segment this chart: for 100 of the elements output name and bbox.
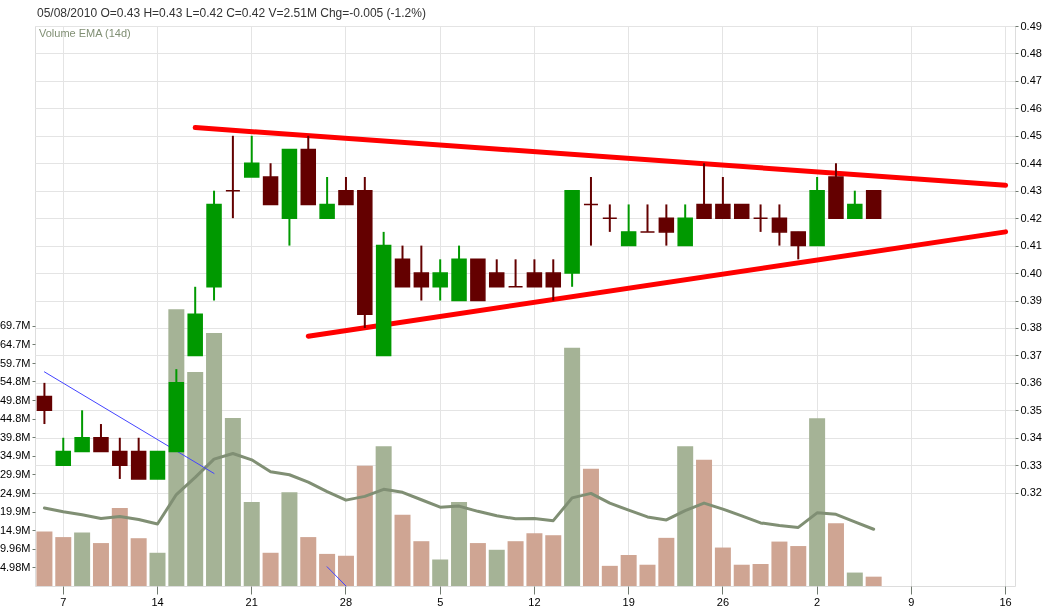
candlestick [602, 203, 618, 233]
y-tick-label: 0.34 [1020, 431, 1042, 444]
bar [432, 559, 449, 586]
bar [677, 446, 694, 586]
bar [394, 514, 411, 586]
bar [187, 372, 204, 586]
x-tick-label: 12 [528, 595, 541, 607]
candlestick [639, 203, 656, 233]
candlestick [243, 134, 260, 178]
x-tick-label: 9 [908, 595, 915, 607]
bar [658, 537, 675, 586]
y-tick-label: 0.49 [1020, 19, 1042, 32]
candlestick [432, 258, 448, 302]
y-tick-label: 0.37 [1020, 348, 1042, 361]
bar [865, 576, 882, 586]
y2-tick-label: 34.9M [0, 449, 31, 462]
bar [149, 552, 166, 586]
bar [733, 564, 750, 586]
chart-title: 05/08/2010 O=0.43 H=0.43 L=0.42 C=0.42 V=2.51M Chg=-0.005 (-1.2%) [37, 6, 426, 20]
candlestick [583, 175, 599, 247]
bar [564, 347, 581, 586]
candlestick [225, 134, 241, 220]
x-tick-label: 21 [245, 595, 258, 607]
y-tick-label: 0.43 [1020, 184, 1042, 197]
y-tick-label: 0.48 [1020, 46, 1042, 59]
bar [488, 549, 505, 586]
bar [771, 541, 788, 586]
text: Volume EMA (14d) [39, 27, 131, 39]
candlestick [93, 423, 109, 453]
candlestick [847, 189, 863, 220]
y2-tick-label: 49.8M [0, 393, 31, 406]
candlestick [620, 203, 637, 247]
candlestick [488, 258, 505, 288]
y-tick-label: 0.47 [1020, 74, 1042, 87]
y-tick-label: 0.33 [1020, 458, 1042, 471]
candlestick [55, 436, 72, 467]
bar [243, 502, 260, 586]
bar [262, 552, 279, 586]
bar [639, 564, 656, 586]
bar [526, 533, 543, 586]
bar [130, 538, 147, 586]
candlestick [696, 162, 712, 220]
y2-tick-label: 4.98M [0, 560, 31, 573]
bar [545, 535, 562, 586]
bar [714, 547, 731, 586]
bar [451, 502, 468, 586]
x-tick-label: 16 [999, 595, 1012, 607]
bar [319, 553, 336, 586]
y-tick-label: 0.32 [1020, 486, 1042, 499]
bar [74, 532, 91, 586]
candlestick [319, 175, 335, 220]
y2-tick-label: 24.9M [0, 486, 31, 499]
bar [55, 537, 72, 586]
bar [507, 541, 524, 586]
y-tick-label: 0.36 [1020, 376, 1042, 389]
y-tick-label: 0.35 [1020, 403, 1042, 416]
bar [413, 541, 430, 586]
y2-tick-label: 39.8M [0, 430, 31, 443]
bar [36, 531, 53, 586]
y-tick-label: 0.41 [1020, 239, 1042, 252]
candlestick [507, 258, 524, 288]
bar [111, 507, 128, 586]
candlestick [74, 409, 90, 453]
y2-tick-label: 9.96M [0, 542, 31, 555]
bar [356, 465, 373, 586]
bar [752, 563, 769, 586]
bar [206, 332, 223, 586]
x-tick-label: 2 [814, 595, 821, 607]
bar [469, 543, 486, 586]
bar [92, 543, 109, 586]
line-series [42, 451, 876, 531]
x-tick-label: 26 [716, 595, 730, 607]
y-tick-label: 0.42 [1020, 211, 1042, 224]
y2-tick-label: 19.9M [0, 505, 31, 518]
candlestick [771, 203, 788, 247]
x-tick-label: 19 [622, 595, 635, 607]
y2-tick-label: 29.9M [0, 467, 31, 480]
x-tick-label: 28 [339, 595, 353, 607]
bar [300, 537, 317, 586]
candlestick [658, 203, 675, 247]
candlestick [752, 203, 769, 233]
candlestick [545, 258, 562, 302]
bar [375, 446, 392, 586]
candlestick [790, 230, 807, 261]
bar [809, 418, 826, 586]
candlestick [526, 258, 543, 288]
y-tick-label: 0.38 [1020, 321, 1042, 334]
y2-tick-label: 64.7M [0, 337, 31, 350]
bar [696, 459, 713, 586]
y-tick-label: 0.44 [1020, 156, 1042, 169]
y2-tick-label: 59.7M [0, 356, 31, 369]
candlestick [338, 175, 354, 206]
bar [601, 565, 618, 586]
x-tick-label: 5 [437, 595, 444, 607]
y2-tick-label: 14.9M [0, 523, 31, 536]
bar [790, 546, 807, 586]
candlestick [112, 436, 128, 480]
y2-tick-label: 54.8M [0, 374, 31, 387]
x-tick-label: 14 [151, 595, 164, 607]
y2-tick-label: 44.8M [0, 412, 31, 425]
